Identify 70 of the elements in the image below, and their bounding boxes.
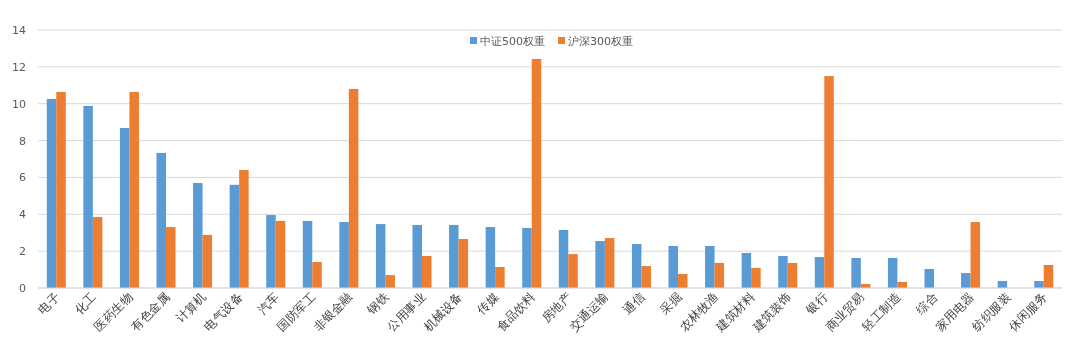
y-tick-label: 4: [19, 208, 26, 222]
bar: [119, 128, 130, 288]
bar: [412, 224, 422, 288]
bar: [522, 227, 532, 288]
bar: [531, 58, 542, 288]
x-tick-label: 传媒: [474, 290, 502, 318]
bar: [787, 262, 798, 288]
bar: [458, 238, 469, 288]
bar: [568, 254, 578, 288]
x-tick-label: 通信: [620, 290, 648, 318]
bar: [678, 273, 688, 288]
bar: [229, 184, 240, 288]
bar: [385, 275, 395, 288]
x-tick-label: 钢铁: [363, 290, 392, 318]
bar: [485, 227, 496, 288]
bar: [495, 266, 505, 288]
bar: [422, 255, 432, 288]
bar: [83, 105, 93, 288]
bar: [714, 262, 725, 288]
bar: [46, 98, 57, 288]
bar: [193, 182, 203, 288]
bar: [778, 255, 788, 288]
bar: [970, 222, 981, 288]
bar: [558, 229, 569, 288]
bar: [239, 170, 249, 288]
bar: [92, 217, 103, 288]
bar: [751, 267, 761, 288]
bar: [924, 269, 934, 288]
y-tick-label: 14: [12, 24, 26, 37]
bar: [824, 76, 834, 288]
bar: [851, 257, 861, 288]
bar: [641, 266, 651, 288]
x-tick-label: 采掘: [657, 290, 685, 318]
x-tick-label: 化工: [72, 290, 99, 318]
y-tick-label: 8: [19, 134, 26, 148]
bar: [266, 215, 276, 288]
bar: [887, 257, 898, 288]
bar: [1043, 264, 1054, 288]
x-tick-label: 综合: [913, 290, 941, 318]
bar: [961, 273, 971, 288]
bar: [631, 243, 642, 288]
x-tick-label: 银行: [802, 290, 831, 318]
bar: [604, 238, 615, 288]
y-tick-label: 2: [19, 245, 26, 259]
y-tick-label: 10: [12, 97, 26, 111]
bar: [741, 252, 752, 288]
bar: [595, 241, 605, 288]
y-tick-label: 0: [19, 282, 26, 295]
bar: [668, 245, 678, 288]
bar: [1034, 281, 1044, 288]
x-tick-label: 汽车: [254, 290, 282, 318]
bar: [705, 245, 715, 288]
bar: [302, 220, 313, 288]
bar: [348, 88, 359, 288]
bar: [129, 91, 139, 288]
x-tick-label: 电子: [35, 290, 63, 318]
y-tick-label: 6: [19, 171, 26, 185]
legend-label: 中证500权重: [480, 35, 545, 48]
bar: [449, 224, 459, 288]
bar: [202, 234, 213, 288]
bar: [312, 262, 322, 288]
bar: [339, 222, 349, 288]
bar: [56, 91, 66, 288]
bar: [375, 224, 386, 288]
bar: [275, 220, 286, 288]
bar: [814, 257, 825, 288]
legend-label: 沪深300权重: [568, 35, 633, 48]
bar: [166, 227, 176, 288]
bar: [156, 152, 166, 288]
y-tick-label: 12: [12, 60, 26, 74]
